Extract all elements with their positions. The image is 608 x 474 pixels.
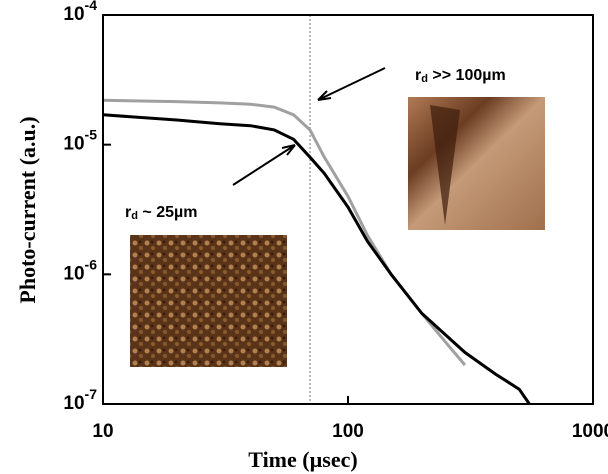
arrow (232, 144, 296, 186)
arrow (317, 67, 386, 101)
inset-image-detail (430, 105, 460, 225)
y-tick-label: 10-7 (63, 386, 97, 414)
x-tick-label: 1000 (572, 421, 608, 442)
data-line (102, 113, 531, 405)
x-tick-label: 100 (332, 421, 364, 442)
x-tick-label: 10 (92, 421, 113, 442)
annotation: rd ~ 25µm (125, 204, 197, 222)
inset-image (408, 97, 545, 230)
y-tick-label: 10-5 (63, 126, 97, 154)
y-tick-label: 10-6 (63, 256, 97, 284)
y-tick-label: 10-4 (63, 0, 97, 25)
annotation: rd >> 100µm (415, 67, 506, 85)
y-axis-label: Photo-current (a.u.) (15, 116, 40, 303)
x-axis-label: Time (µsec) (248, 447, 357, 472)
inset-image (130, 235, 287, 367)
